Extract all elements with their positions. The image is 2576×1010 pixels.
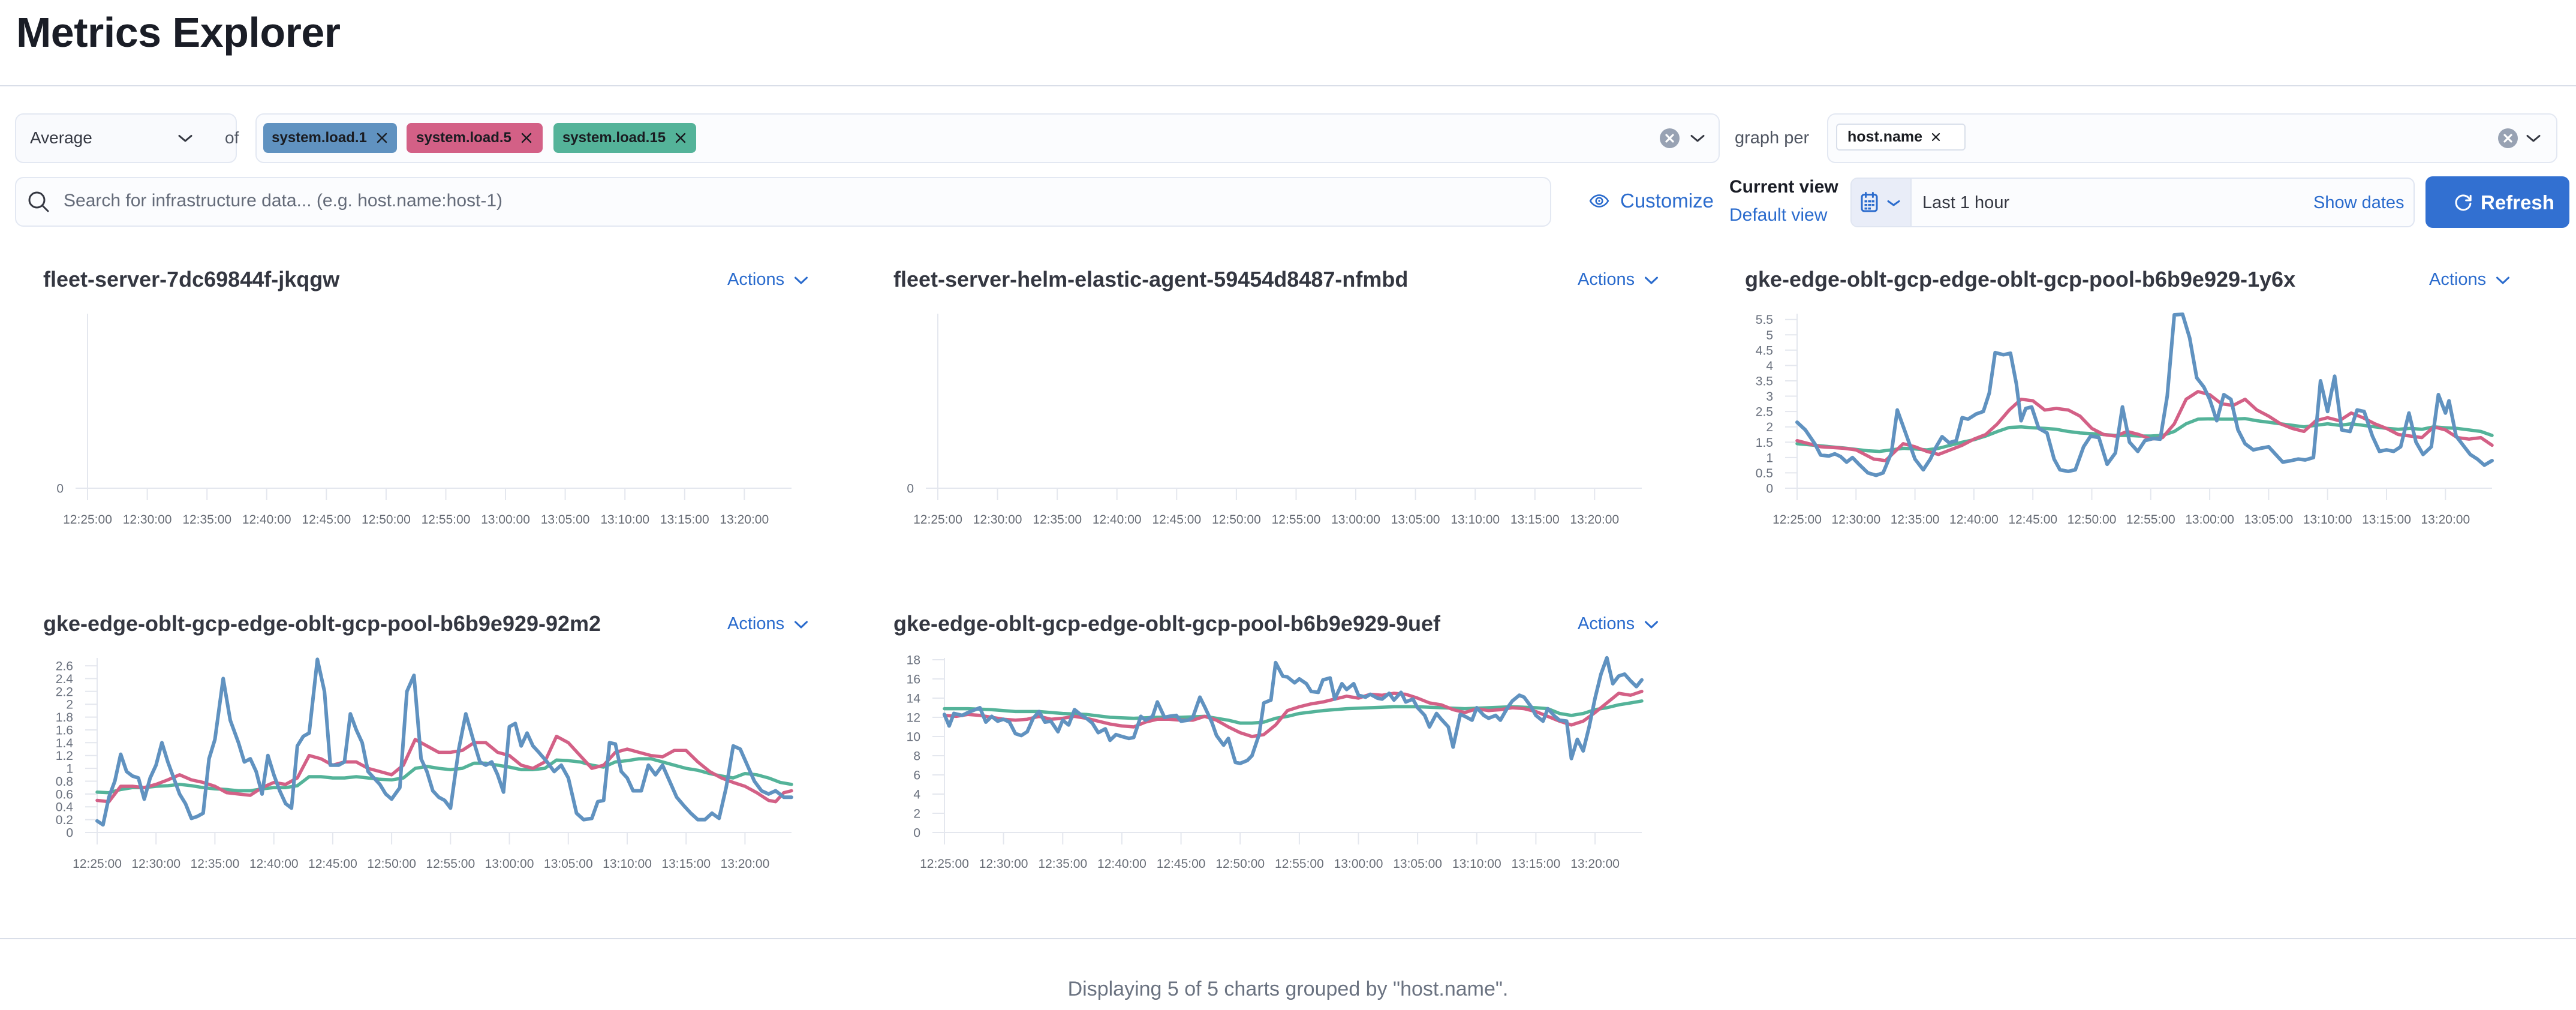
- svg-text:2: 2: [66, 698, 73, 712]
- svg-text:12:55:00: 12:55:00: [1272, 513, 1321, 527]
- svg-text:0: 0: [56, 482, 64, 496]
- svg-text:12:25:00: 12:25:00: [913, 513, 962, 527]
- svg-text:13:10:00: 13:10:00: [600, 513, 649, 527]
- svg-text:12:35:00: 12:35:00: [191, 857, 240, 871]
- svg-text:12:45:00: 12:45:00: [308, 857, 357, 871]
- svg-text:12:40:00: 12:40:00: [1949, 513, 1999, 527]
- svg-text:12:25:00: 12:25:00: [73, 857, 122, 871]
- svg-text:12:50:00: 12:50:00: [1215, 857, 1265, 871]
- svg-text:13:05:00: 13:05:00: [544, 857, 593, 871]
- svg-text:5: 5: [1766, 329, 1773, 342]
- svg-text:4: 4: [913, 788, 920, 802]
- svg-text:13:10:00: 13:10:00: [603, 857, 652, 871]
- svg-text:16: 16: [907, 673, 920, 687]
- svg-text:13:00:00: 13:00:00: [485, 857, 534, 871]
- svg-text:12:50:00: 12:50:00: [362, 513, 411, 527]
- svg-text:5.5: 5.5: [1756, 313, 1773, 327]
- svg-text:12:45:00: 12:45:00: [1152, 513, 1201, 527]
- svg-text:13:20:00: 13:20:00: [720, 513, 769, 527]
- svg-text:13:20:00: 13:20:00: [2421, 513, 2470, 527]
- svg-text:2: 2: [1766, 420, 1773, 434]
- svg-text:13:20:00: 13:20:00: [721, 857, 770, 871]
- svg-text:4: 4: [1766, 359, 1773, 373]
- svg-text:12:25:00: 12:25:00: [920, 857, 969, 871]
- svg-text:8: 8: [913, 750, 920, 763]
- svg-text:13:10:00: 13:10:00: [1450, 513, 1500, 527]
- svg-text:12:30:00: 12:30:00: [123, 513, 172, 527]
- svg-text:18: 18: [907, 654, 920, 668]
- svg-text:3: 3: [1766, 390, 1773, 404]
- svg-text:12:45:00: 12:45:00: [2008, 513, 2057, 527]
- svg-text:1: 1: [66, 762, 73, 776]
- svg-text:13:15:00: 13:15:00: [661, 857, 711, 871]
- svg-text:12:30:00: 12:30:00: [979, 857, 1028, 871]
- svg-text:12:45:00: 12:45:00: [1157, 857, 1206, 871]
- svg-text:12:30:00: 12:30:00: [131, 857, 180, 871]
- svg-text:12:35:00: 12:35:00: [1038, 857, 1087, 871]
- svg-text:12: 12: [907, 711, 920, 725]
- svg-text:12:40:00: 12:40:00: [242, 513, 291, 527]
- svg-text:14: 14: [907, 692, 921, 706]
- svg-text:4.5: 4.5: [1756, 344, 1773, 357]
- svg-text:6: 6: [913, 769, 920, 783]
- svg-text:12:55:00: 12:55:00: [1275, 857, 1324, 871]
- svg-text:1.8: 1.8: [56, 711, 73, 725]
- svg-text:13:00:00: 13:00:00: [1334, 857, 1383, 871]
- svg-text:13:05:00: 13:05:00: [1391, 513, 1440, 527]
- svg-text:12:30:00: 12:30:00: [1831, 513, 1880, 527]
- svg-text:0.8: 0.8: [56, 775, 73, 789]
- svg-text:13:15:00: 13:15:00: [2362, 513, 2411, 527]
- svg-text:2.2: 2.2: [56, 685, 73, 699]
- svg-text:12:55:00: 12:55:00: [426, 857, 475, 871]
- svg-text:0.5: 0.5: [1756, 467, 1773, 480]
- svg-text:12:30:00: 12:30:00: [973, 513, 1022, 527]
- svg-text:12:25:00: 12:25:00: [1772, 513, 1822, 527]
- svg-text:12:50:00: 12:50:00: [2068, 513, 2117, 527]
- svg-text:13:15:00: 13:15:00: [1512, 857, 1561, 871]
- svg-text:2.5: 2.5: [1756, 405, 1773, 419]
- svg-text:1.5: 1.5: [1756, 436, 1773, 450]
- svg-text:0.2: 0.2: [56, 813, 73, 827]
- svg-text:1: 1: [1766, 451, 1773, 465]
- svg-text:13:15:00: 13:15:00: [1510, 513, 1560, 527]
- svg-text:13:05:00: 13:05:00: [1393, 857, 1442, 871]
- svg-text:12:35:00: 12:35:00: [182, 513, 231, 527]
- svg-text:1.2: 1.2: [56, 749, 73, 763]
- svg-text:12:25:00: 12:25:00: [63, 513, 112, 527]
- svg-text:13:05:00: 13:05:00: [541, 513, 590, 527]
- svg-text:2.6: 2.6: [56, 660, 73, 674]
- svg-text:1.6: 1.6: [56, 724, 73, 738]
- svg-text:12:40:00: 12:40:00: [1097, 857, 1146, 871]
- svg-text:0: 0: [913, 826, 920, 840]
- svg-text:10: 10: [907, 731, 920, 744]
- svg-text:12:50:00: 12:50:00: [1212, 513, 1261, 527]
- svg-text:13:00:00: 13:00:00: [1331, 513, 1380, 527]
- svg-text:13:10:00: 13:10:00: [2303, 513, 2352, 527]
- svg-text:13:20:00: 13:20:00: [1570, 857, 1620, 871]
- svg-text:13:05:00: 13:05:00: [2244, 513, 2294, 527]
- svg-text:0: 0: [1766, 482, 1773, 496]
- svg-text:12:50:00: 12:50:00: [367, 857, 416, 871]
- svg-text:12:45:00: 12:45:00: [302, 513, 351, 527]
- svg-text:12:35:00: 12:35:00: [1033, 513, 1082, 527]
- svg-text:12:35:00: 12:35:00: [1891, 513, 1940, 527]
- svg-text:2.4: 2.4: [56, 672, 74, 686]
- svg-text:2: 2: [913, 807, 920, 821]
- svg-text:13:10:00: 13:10:00: [1452, 857, 1501, 871]
- svg-text:3.5: 3.5: [1756, 375, 1773, 389]
- svg-text:12:40:00: 12:40:00: [1093, 513, 1142, 527]
- svg-text:13:00:00: 13:00:00: [481, 513, 530, 527]
- svg-text:12:40:00: 12:40:00: [249, 857, 299, 871]
- svg-text:13:20:00: 13:20:00: [1570, 513, 1619, 527]
- svg-text:0: 0: [66, 826, 73, 840]
- svg-text:1.4: 1.4: [56, 737, 74, 750]
- svg-text:13:15:00: 13:15:00: [660, 513, 709, 527]
- svg-text:12:55:00: 12:55:00: [422, 513, 471, 527]
- svg-text:0: 0: [907, 482, 914, 496]
- svg-text:13:00:00: 13:00:00: [2185, 513, 2234, 527]
- svg-text:12:55:00: 12:55:00: [2126, 513, 2175, 527]
- svg-text:0.6: 0.6: [56, 787, 73, 801]
- svg-text:0.4: 0.4: [56, 801, 74, 814]
